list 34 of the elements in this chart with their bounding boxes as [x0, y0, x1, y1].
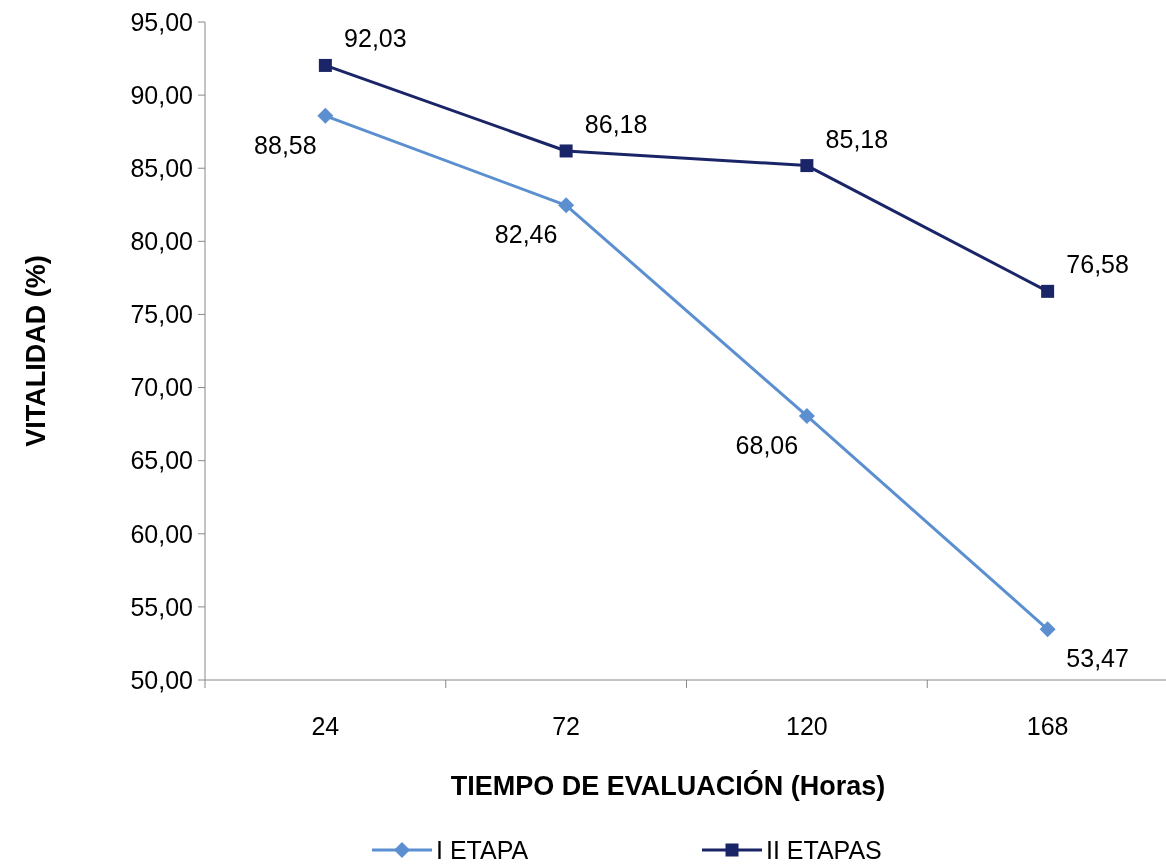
x-tick-label: 24 — [311, 712, 340, 740]
data-label: 76,58 — [1066, 250, 1129, 279]
point — [1041, 284, 1055, 298]
y-tick-label: 80,00 — [130, 227, 193, 256]
x-tick-label: 72 — [552, 712, 581, 740]
y-axis-title: VITALIDAD (%) — [21, 255, 51, 447]
y-tick-label: 70,00 — [130, 373, 193, 402]
legend-label: I ETAPA — [436, 835, 529, 864]
data-label: 53,47 — [1066, 644, 1129, 673]
data-label: 92,03 — [344, 24, 407, 53]
x-tick-label: 168 — [1026, 712, 1069, 740]
y-tick-label: 75,00 — [130, 300, 193, 329]
point — [318, 58, 332, 72]
data-label: 68,06 — [735, 430, 799, 459]
y-tick-label: 60,00 — [130, 519, 193, 548]
point — [800, 159, 814, 173]
legend-label: II ETAPAS — [766, 835, 882, 864]
y-tick-label: 55,00 — [130, 592, 193, 621]
point — [317, 107, 334, 124]
point — [558, 197, 575, 214]
x-axis-title: TIEMPO DE EVALUACIÓN (Horas) — [450, 770, 886, 801]
point — [559, 144, 573, 158]
y-tick-label: 90,00 — [130, 80, 193, 109]
data-label: 86,18 — [584, 109, 648, 138]
point — [1039, 621, 1056, 638]
point — [798, 407, 815, 424]
x-tick-label: 120 — [786, 712, 828, 740]
y-tick-label: 65,00 — [130, 446, 193, 475]
data-label: 82,46 — [494, 220, 558, 249]
y-tick-label: 95,00 — [130, 7, 193, 36]
data-label: 88,58 — [254, 130, 317, 159]
y-tick-label: 85,00 — [130, 153, 193, 182]
data-label: 85,18 — [825, 124, 889, 153]
y-tick-label: 50,00 — [130, 665, 193, 694]
